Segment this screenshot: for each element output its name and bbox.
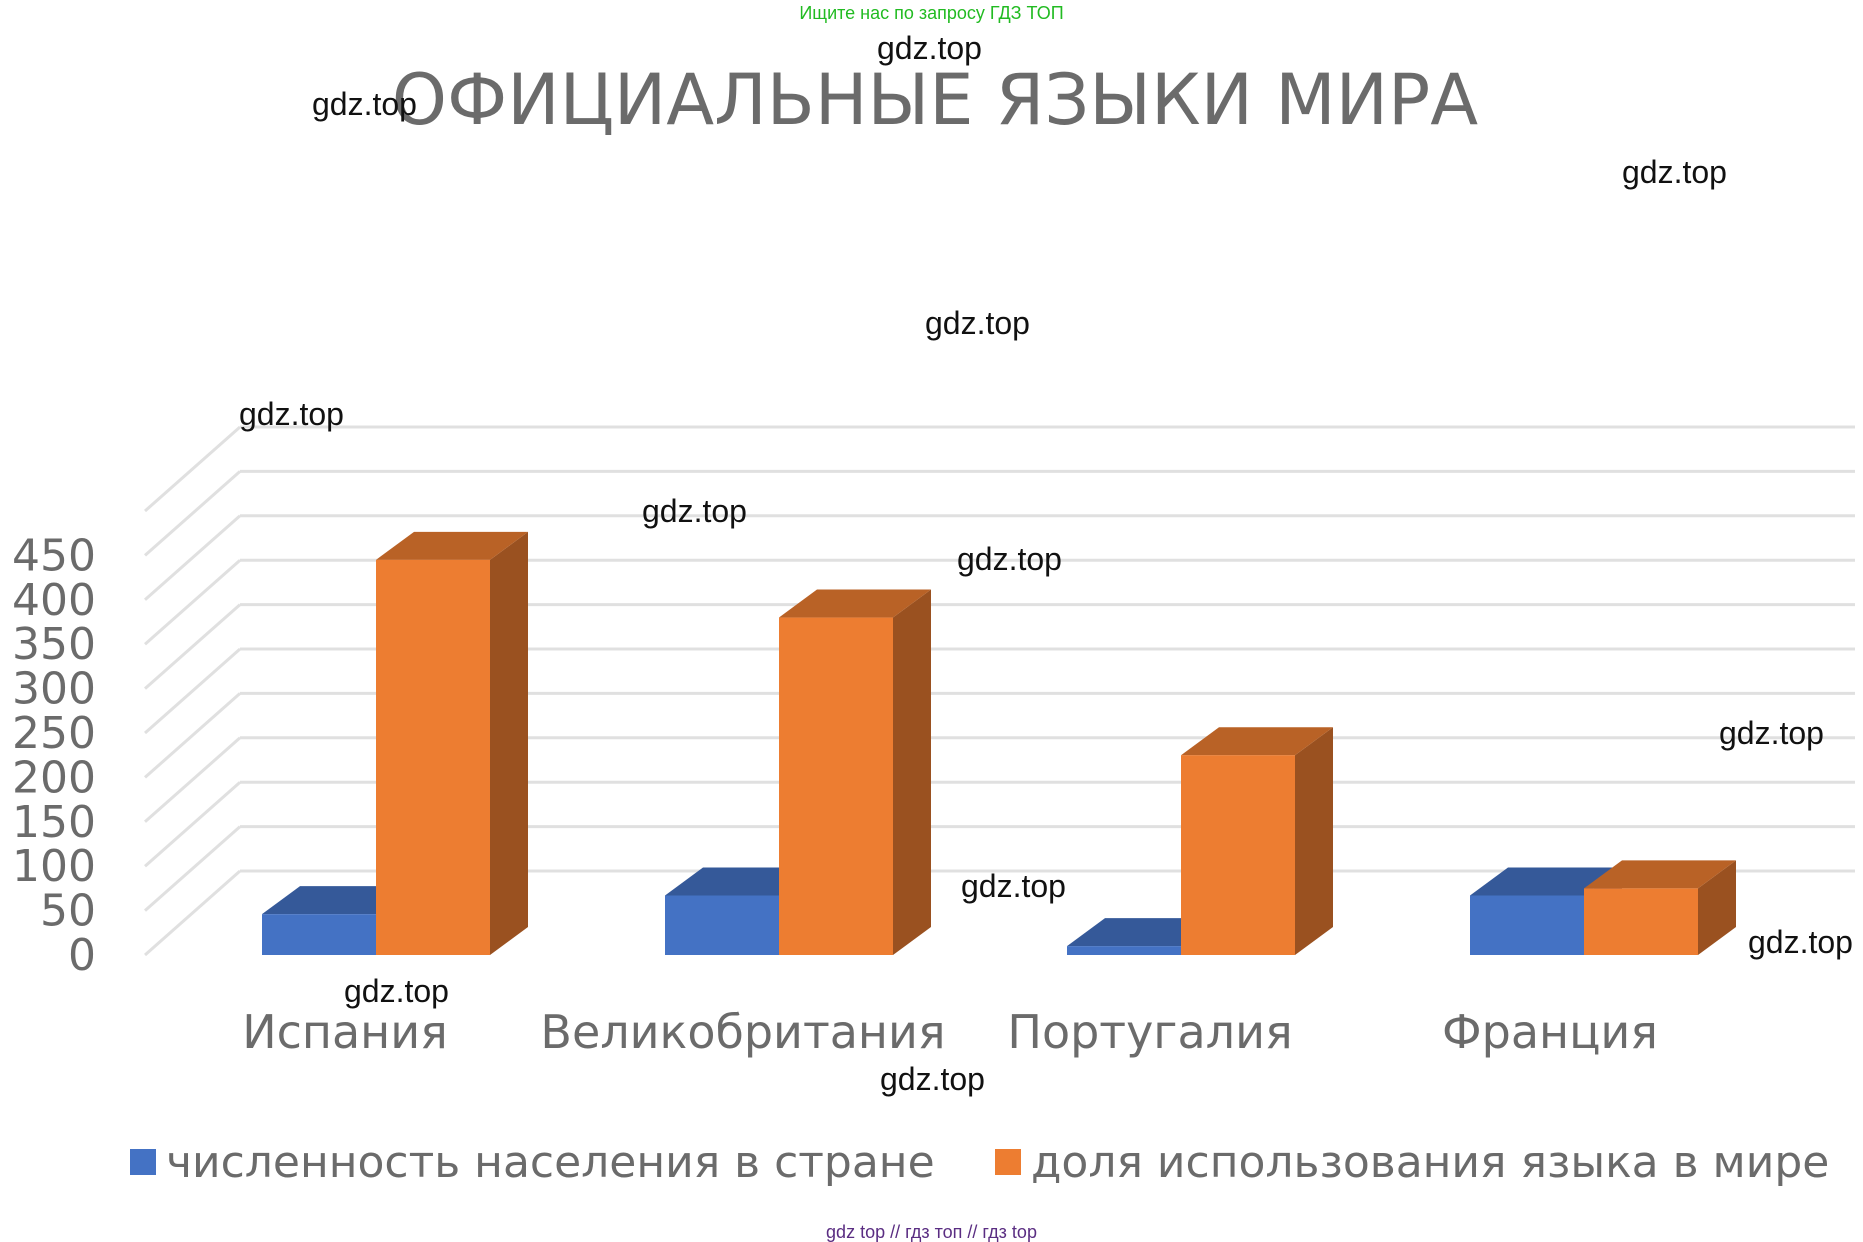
grid-diagonal [144, 692, 241, 779]
y-tick-label: 250 [12, 708, 96, 759]
x-category-label: Испания [242, 1005, 448, 1059]
watermark: gdz.top [642, 493, 747, 529]
bar-side-face [490, 531, 528, 955]
y-tick-label: 0 [68, 930, 96, 981]
legend-item-usage: доля использования языка в мире [995, 1132, 1829, 1192]
grid-diagonal [144, 514, 241, 601]
bar-front-face [376, 559, 490, 955]
bar-top-face [1181, 727, 1333, 756]
grid-diagonal [144, 869, 241, 957]
legend-swatch-usage [995, 1149, 1021, 1175]
bar-usage [1181, 727, 1333, 955]
legend-swatch-population [130, 1149, 156, 1175]
x-axis-categories: Испания Великобритания Португалия Франция [242, 1005, 1658, 1059]
bar-front-face [1584, 888, 1698, 955]
bar-front-face [1181, 755, 1295, 955]
watermark: gdz.top [239, 396, 344, 432]
bar-front-face [665, 895, 779, 955]
grid-diagonal [144, 736, 241, 823]
watermark: gdz.top [957, 541, 1062, 577]
x-category-label: Великобритания [540, 1005, 945, 1059]
bar-front-face [1470, 895, 1584, 955]
bar-side-face [893, 589, 931, 955]
y-tick-label: 100 [12, 841, 96, 892]
bar-usage [1584, 860, 1736, 955]
y-tick-label: 350 [12, 619, 96, 670]
watermark: gdz.top [1748, 924, 1853, 960]
bottom-banner: gdz top // гдз топ // гдз top [826, 1222, 1037, 1242]
grid-diagonal [144, 781, 241, 868]
grid-diagonal [144, 559, 241, 646]
bar-side-face [1295, 727, 1333, 955]
watermark: gdz.top [1719, 715, 1824, 751]
watermark: gdz.top [961, 868, 1066, 904]
grid-diagonal [144, 825, 241, 912]
y-tick-label: 300 [12, 664, 96, 715]
x-category-label: Франция [1442, 1005, 1658, 1059]
grid-diagonal [144, 470, 241, 557]
watermark: gdz.top [1622, 154, 1727, 190]
watermark: gdz.top [880, 1061, 985, 1097]
top-banner: Ищите нас по запросу ГДЗ ТОП [799, 3, 1064, 23]
bar-top-face [376, 531, 528, 560]
x-category-label: Португалия [1007, 1005, 1292, 1059]
bar-usage [376, 531, 528, 955]
legend-label-usage: доля использования языка в мире [1031, 1136, 1830, 1188]
watermark: gdz.top [312, 86, 417, 122]
grid-diagonal [144, 425, 241, 513]
watermark: gdz.top [925, 305, 1030, 341]
chart-title: ОФИЦИАЛЬНЫЕ ЯЗЫКИ МИРА [392, 59, 1478, 141]
y-tick-label: 150 [12, 797, 96, 848]
y-tick-label: 200 [12, 752, 96, 803]
watermark: gdz.top [877, 30, 982, 66]
y-tick-label: 50 [40, 886, 96, 937]
bar-top-face [1584, 860, 1736, 889]
bar-side-face [1698, 860, 1736, 955]
watermark: gdz.top [344, 973, 449, 1009]
legend-label-population: численность населения в стране [166, 1136, 935, 1188]
bar-front-face [262, 914, 376, 955]
bar-front-face [779, 617, 893, 955]
y-tick-label: 400 [12, 575, 96, 626]
grid-diagonal [144, 603, 241, 690]
bar-usage [779, 589, 931, 955]
legend-item-population: численность населения в стране [130, 1132, 935, 1192]
y-tick-label: 450 [12, 530, 96, 581]
bars [262, 531, 1736, 955]
bar-top-face [779, 589, 931, 618]
bar-front-face [1067, 946, 1181, 955]
grid-diagonal [144, 647, 241, 735]
